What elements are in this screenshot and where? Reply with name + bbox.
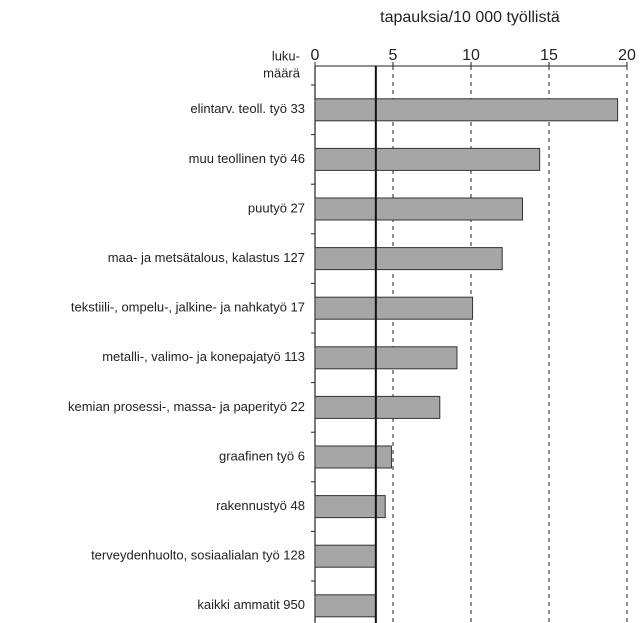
- axis-title: tapauksia/10 000 työllistä: [380, 9, 560, 26]
- x-tick-label: 10: [462, 47, 480, 64]
- bar: [314, 346, 458, 370]
- bar: [314, 495, 386, 519]
- y-tick-label: kaikki ammatit 950: [197, 597, 305, 612]
- y-tick-label: puutyö 27: [248, 200, 305, 215]
- y-tick-label: tekstiili-, ompelu-, jalkine- ja nahkaty…: [71, 300, 305, 315]
- bar: [314, 445, 392, 469]
- category-header: määrä: [263, 65, 301, 80]
- bar: [314, 594, 377, 618]
- bar: [314, 395, 441, 419]
- y-tick-label: kemian prosessi-, massa- ja paperityö 22: [68, 399, 305, 414]
- x-tick-label: 0: [311, 47, 320, 64]
- y-tick-label: muu teollinen työ 46: [189, 151, 305, 166]
- bar: [314, 544, 377, 568]
- y-tick-label: elintarv. teoll. työ 33: [190, 101, 305, 116]
- bar: [314, 247, 503, 271]
- y-tick-label: maa- ja metsätalous, kalastus 127: [108, 250, 305, 265]
- y-tick-label: terveydenhuolto, sosiaalialan työ 128: [91, 548, 305, 563]
- bar: [314, 296, 474, 320]
- category-header: luku-: [272, 48, 300, 63]
- x-tick-label: 5: [389, 47, 398, 64]
- y-tick-label: rakennustyö 48: [216, 498, 305, 513]
- x-tick-label: 20: [618, 47, 636, 64]
- y-tick-label: metalli-, valimo- ja konepajatyö 113: [102, 349, 305, 364]
- bar: [314, 98, 619, 122]
- bar: [314, 147, 541, 171]
- y-tick-label: graafinen työ 6: [219, 448, 305, 463]
- bar: [314, 197, 523, 221]
- x-tick-label: 15: [540, 47, 558, 64]
